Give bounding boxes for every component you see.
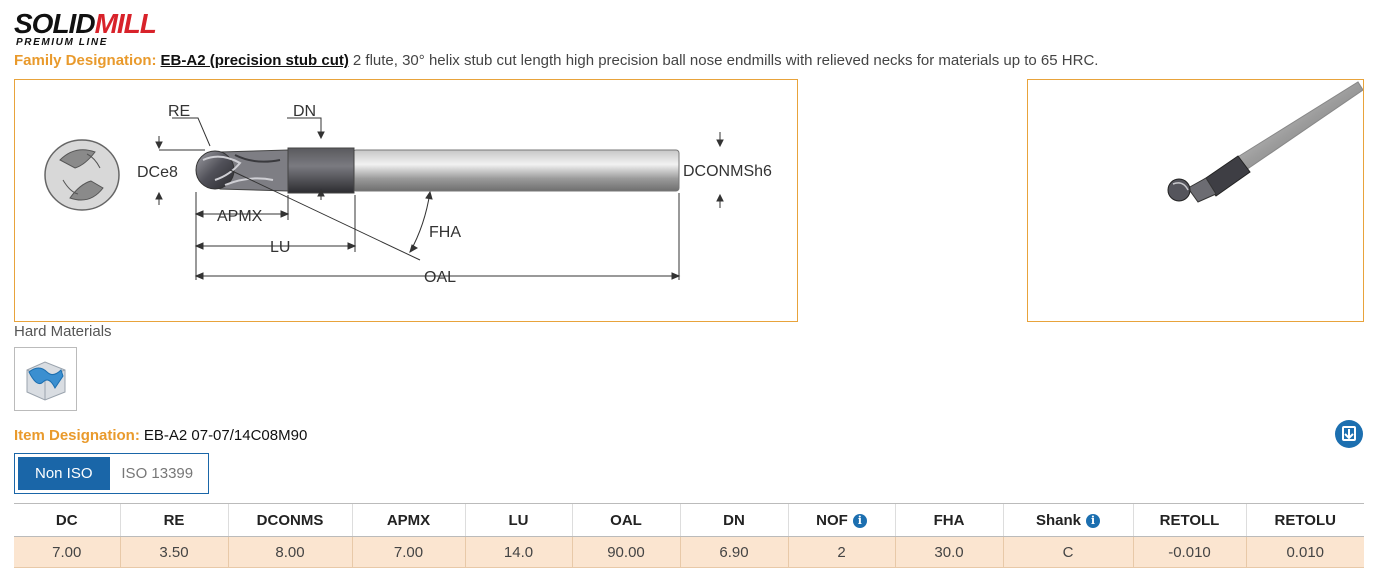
info-icon[interactable]: i: [852, 513, 867, 528]
hard-material-tile[interactable]: [14, 347, 77, 411]
header-nof: NOF i: [787, 503, 895, 537]
cell-retoll: -0.010: [1132, 536, 1246, 568]
download-button[interactable]: [1335, 420, 1363, 448]
family-link[interactable]: EB-A2 (precision stub cut): [160, 52, 349, 69]
header-label: FHA: [933, 511, 965, 529]
product-photo: [1027, 79, 1364, 322]
header-apmx: APMX: [351, 503, 465, 537]
iso-13399-tab[interactable]: ISO 13399: [109, 457, 205, 490]
cell-shank: C: [1002, 536, 1133, 568]
header-retoll: RETOLL: [1132, 503, 1246, 537]
cell-retolu: 0.010: [1245, 536, 1364, 568]
cell-dconms: 8.00: [227, 536, 352, 568]
technical-drawing: RE DN DCe8 DCONMSh6 APMX LU FHA OAL: [14, 79, 798, 322]
logo-text-mill: MILL: [94, 8, 157, 39]
download-icon: [1342, 426, 1356, 441]
materials-label: Hard Materials: [14, 323, 112, 340]
iso-toggle: Non ISO ISO 13399: [14, 453, 209, 494]
cell-re: 3.50: [119, 536, 228, 568]
dimension-lines: [155, 117, 724, 280]
family-label: Family Designation:: [14, 52, 157, 69]
header-label: DCONMS: [256, 511, 324, 529]
item-value: EB-A2 07-07/14C08M90: [143, 427, 308, 444]
header-label: RETOLL: [1159, 511, 1220, 529]
header-fha: FHA: [894, 503, 1003, 537]
hard-material-icon: [26, 361, 66, 401]
dim-label-dconms: DCONMSh6: [683, 163, 772, 180]
header-dc: DC: [14, 503, 120, 537]
dim-label-apmx: APMX: [217, 208, 263, 225]
header-dconms: DCONMS: [227, 503, 352, 537]
logo-text-solid: SOLID: [14, 8, 96, 39]
header-label: DN: [723, 511, 745, 529]
header-label: RETOLU: [1274, 511, 1336, 529]
dim-label-oal: OAL: [424, 269, 456, 286]
header-label: LU: [508, 511, 529, 529]
dim-label-fha: FHA: [429, 224, 461, 241]
item-label: Item Designation:: [14, 427, 140, 444]
header-label: Shank: [1035, 511, 1081, 529]
header-label: NOF: [816, 511, 848, 529]
header-dn: DN: [679, 503, 788, 537]
header-lu: LU: [464, 503, 572, 537]
info-icon[interactable]: i: [1086, 513, 1100, 528]
solidmill-logo: SOLIDMILL PREMIUM LINE: [14, 9, 184, 49]
header-label: RE: [163, 511, 185, 529]
dim-label-dc: DCe8: [137, 164, 178, 181]
cell-dn: 6.90: [679, 536, 788, 568]
endmill-diagram: RE DN DCe8 DCONMSh6 APMX LU FHA OAL: [44, 103, 772, 286]
header-re: RE: [119, 503, 228, 537]
family-description: 2 flute, 30° helix stub cut length high …: [352, 52, 1099, 69]
family-designation: Family Designation: EB-A2 (precision stub…: [14, 51, 1098, 71]
endmill-body: [195, 147, 680, 194]
cell-nof: 2: [787, 536, 895, 568]
logo-wordmark: SOLIDMILL: [14, 8, 157, 39]
cell-fha: 30.0: [894, 536, 1003, 568]
header-label: DC: [55, 511, 78, 529]
table-header-row: DC RE DCONMS APMX LU OAL DN NOF i FHA Sha…: [14, 503, 1364, 537]
specs-table: DC RE DCONMS APMX LU OAL DN NOF i FHA Sha…: [14, 503, 1364, 568]
header-label: OAL: [610, 511, 642, 529]
item-designation: Item Designation: EB-A2 07-07/14C08M90: [14, 426, 307, 446]
header-oal: OAL: [571, 503, 680, 537]
endmill-photo-icon: [1167, 81, 1363, 203]
table-row: 7.00 3.50 8.00 7.00 14.0 90.00 6.90 2 30…: [14, 536, 1364, 568]
cell-apmx: 7.00: [351, 536, 465, 568]
dim-label-dn: DN: [293, 103, 316, 120]
logo-tagline: PREMIUM LINE: [16, 37, 108, 48]
cell-lu: 14.0: [464, 536, 572, 568]
dim-label-re: RE: [168, 103, 190, 120]
cell-oal: 90.00: [571, 536, 680, 568]
header-label: APMX: [386, 511, 431, 529]
cell-dc: 7.00: [14, 536, 120, 568]
end-view-icon: [44, 139, 120, 211]
header-shank: Shank i: [1002, 503, 1133, 537]
header-retolu: RETOLU: [1245, 503, 1364, 537]
dim-label-lu: LU: [270, 239, 290, 256]
non-iso-tab[interactable]: Non ISO: [18, 457, 110, 490]
